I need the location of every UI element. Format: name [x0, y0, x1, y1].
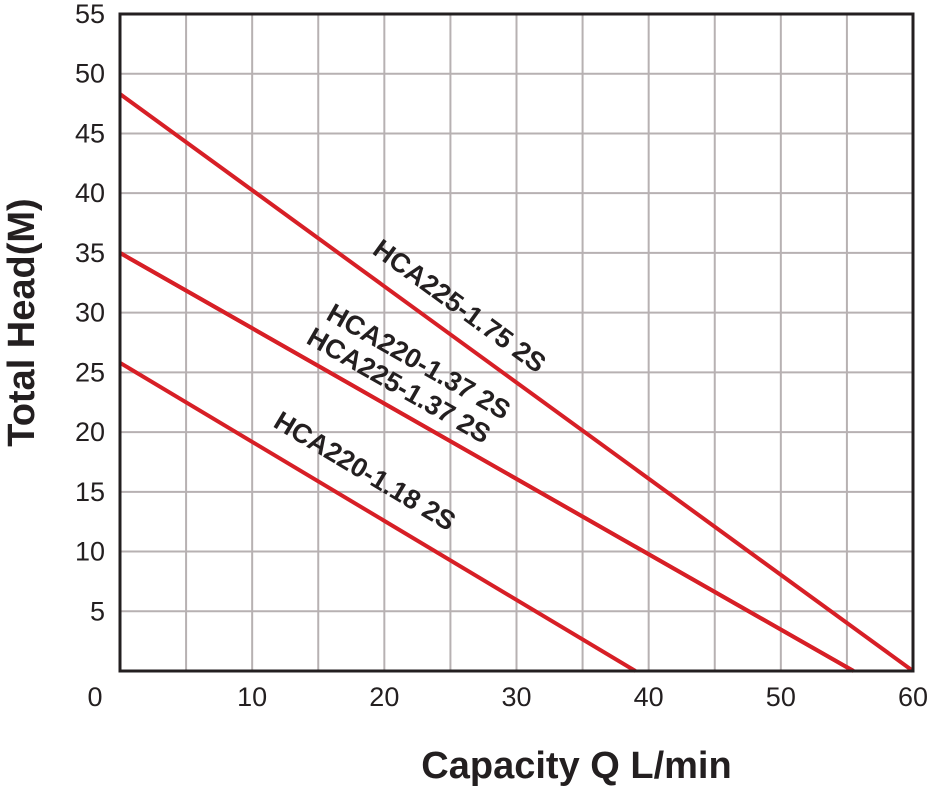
y-tick-labels: 5 10 15 20 25 30 35 40 45 50 55 [75, 0, 105, 626]
x-tick-label: 10 [237, 682, 267, 712]
x-tick-label: 60 [898, 682, 928, 712]
y-tick-label: 50 [75, 59, 105, 89]
plot-frame [118, 12, 915, 673]
y-tick-label: 25 [75, 357, 105, 387]
series-line-1 [118, 92, 915, 673]
y-tick-label: 30 [75, 298, 105, 328]
series-lines [118, 92, 915, 673]
x-tick-label: 20 [369, 682, 399, 712]
series-line-4 [118, 361, 637, 673]
y-tick-label: 40 [75, 178, 105, 208]
y-tick-label: 10 [75, 537, 105, 567]
y-tick-label: 15 [75, 477, 105, 507]
x-tick-label: 50 [766, 682, 796, 712]
y-tick-label: 20 [75, 417, 105, 447]
grid [120, 14, 913, 671]
y-tick-label: 45 [75, 118, 105, 148]
x-tick-label: 30 [501, 682, 531, 712]
x-tick-label: 0 [87, 682, 102, 712]
x-axis-title: Capacity Q L/min [421, 745, 731, 787]
series-line-3 [119, 251, 855, 673]
y-tick-label: 35 [75, 238, 105, 268]
x-tick-labels: 0 10 20 30 40 50 60 [87, 682, 928, 712]
y-tick-label: 55 [75, 0, 105, 29]
y-axis-title: Total Head(M) [1, 198, 43, 446]
x-tick-label: 40 [634, 682, 664, 712]
y-tick-label: 5 [90, 596, 105, 626]
